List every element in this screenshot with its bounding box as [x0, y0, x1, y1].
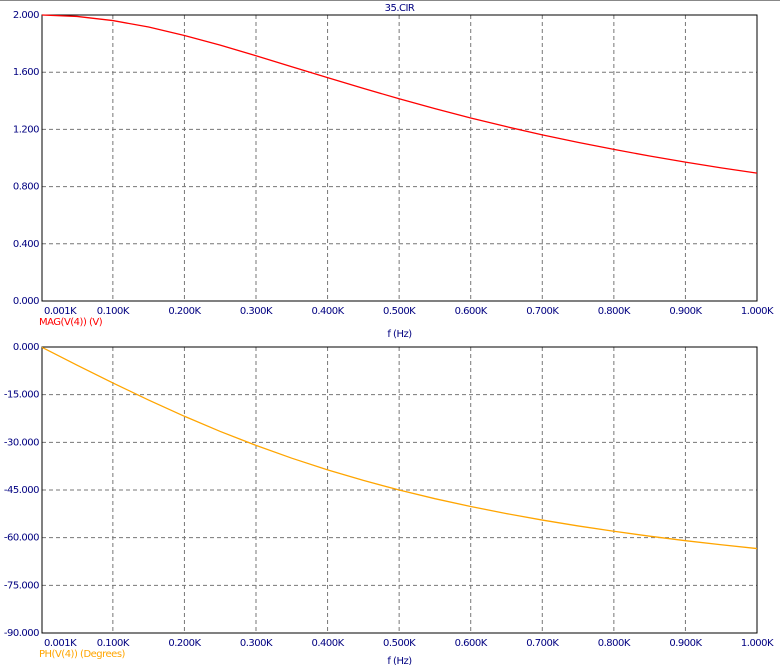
plot-frame — [41, 14, 758, 302]
x-tick-label: 0.500K — [383, 306, 416, 317]
x-tick-label: 0.900K — [669, 306, 702, 317]
y-tick-label: -15.000 — [4, 390, 39, 401]
y-tick-label: -45.000 — [4, 485, 39, 496]
x-tick-label: 0.400K — [311, 638, 344, 649]
y-tick-label: 2.000 — [13, 10, 39, 21]
x-tick-label: 1.000K — [741, 638, 774, 649]
y-tick-label: 0.000 — [13, 342, 39, 353]
x-tick-label: 0.001K — [44, 306, 77, 317]
x-axis-label: f (Hz) — [387, 329, 412, 340]
y-tick-label: 0.800 — [13, 182, 39, 193]
x-tick-label: 0.100K — [97, 638, 130, 649]
y-tick-label: 0.000 — [13, 296, 39, 307]
y-tick-label: -75.000 — [4, 580, 39, 591]
x-tick-label: 0.400K — [311, 306, 344, 317]
x-tick-label: 0.600K — [455, 638, 488, 649]
x-tick-label: 0.500K — [383, 638, 416, 649]
y-tick-label: -30.000 — [4, 437, 39, 448]
y-tick-label: 1.200 — [13, 124, 39, 135]
x-tick-label: 0.700K — [526, 638, 559, 649]
x-tick-label: 0.800K — [598, 306, 631, 317]
y-tick-label: 1.600 — [13, 67, 39, 78]
data-line — [41, 14, 758, 174]
x-tick-label: 0.100K — [97, 306, 130, 317]
x-tick-label: 0.200K — [168, 638, 201, 649]
y-tick-label: -90.000 — [4, 628, 39, 639]
x-tick-label: 0.300K — [240, 306, 273, 317]
x-tick-label: 0.600K — [455, 306, 488, 317]
x-tick-label: 0.700K — [526, 306, 559, 317]
x-axis-label: f (Hz) — [387, 656, 412, 665]
x-tick-label: 0.800K — [598, 638, 631, 649]
series-label: PH(V(4)) (Degrees) — [39, 649, 126, 660]
x-tick-label: 1.000K — [741, 306, 774, 317]
data-line — [41, 346, 758, 550]
plot-frame — [41, 346, 758, 634]
x-tick-label: 0.300K — [240, 638, 273, 649]
series-label: MAG(V(4)) (V) — [39, 317, 103, 328]
y-tick-label: 0.400 — [13, 239, 39, 250]
y-tick-label: -60.000 — [4, 533, 39, 544]
x-tick-label: 0.200K — [168, 306, 201, 317]
x-tick-label: 0.900K — [669, 638, 702, 649]
chart-title: 35.CIR — [385, 3, 415, 14]
x-tick-label: 0.001K — [44, 638, 77, 649]
